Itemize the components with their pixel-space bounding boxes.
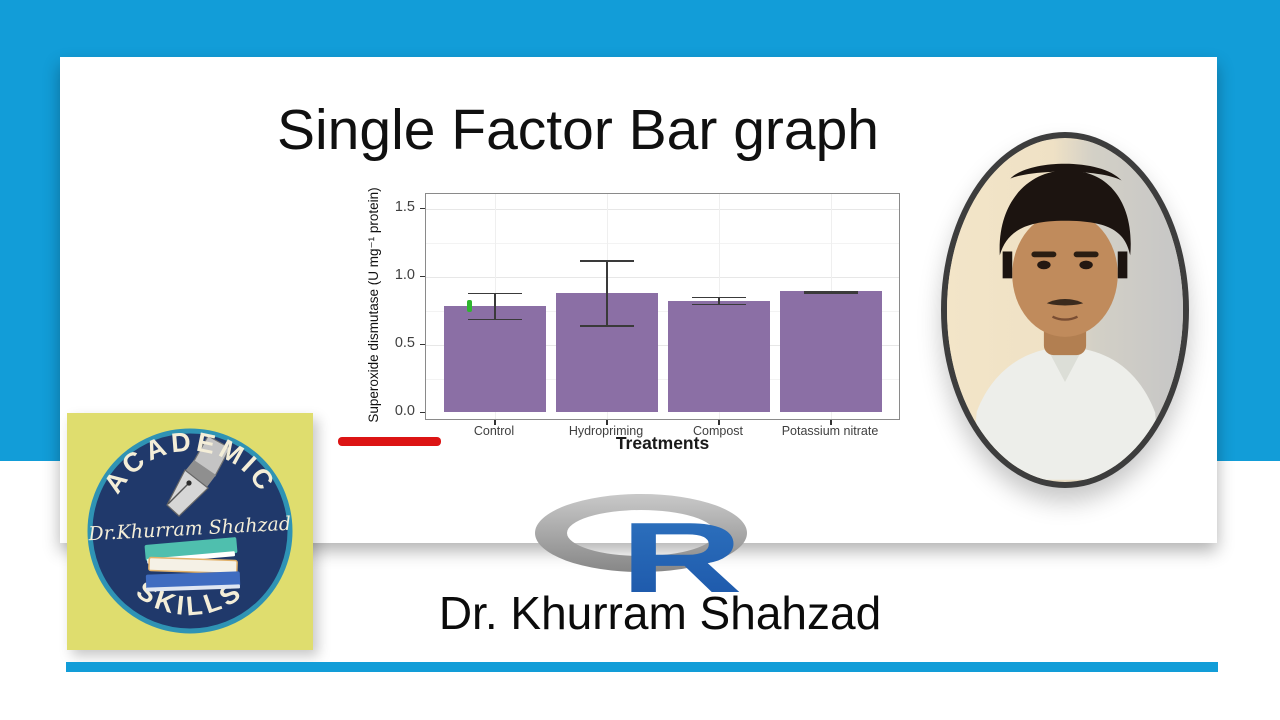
- red-underline-annotation: [338, 437, 441, 446]
- pen-icon: [166, 435, 231, 517]
- y-tick-mark: [420, 343, 425, 345]
- y-tick-mark: [420, 207, 425, 209]
- presenter-photo: [941, 132, 1189, 488]
- chart-y-axis-label: Superoxide dismutase (U mg⁻¹ protein): [366, 187, 381, 423]
- errorbar-compost: [718, 296, 720, 304]
- errorbar-cap: [692, 303, 746, 306]
- errorbar-cap: [692, 296, 746, 299]
- x-tick-label: Hydropriming: [568, 424, 644, 438]
- y-tick-label: 1.0: [394, 266, 415, 283]
- errorbar-cap: [804, 291, 858, 294]
- bar-compost: [668, 300, 770, 413]
- r-logo-ring: [535, 494, 747, 572]
- bottom-accent-line: [66, 662, 1218, 672]
- r-language-logo: R: [527, 491, 757, 614]
- gridline: [426, 310, 899, 312]
- x-tick-label: Compost: [692, 424, 744, 438]
- gridline: [426, 242, 899, 244]
- r-logo-letter: R: [620, 502, 743, 597]
- gridline: [426, 378, 899, 380]
- errorbar-cap: [468, 292, 522, 295]
- y-tick-mark: [420, 411, 425, 413]
- presenter-name: Dr. Khurram Shahzad: [438, 587, 882, 639]
- errorbar-cap: [804, 292, 858, 295]
- errorbar-cap: [580, 260, 634, 262]
- presenter-photo-image: [947, 140, 1183, 480]
- green-marker-annotation: [467, 300, 472, 312]
- chart-x-axis-label: Treatments: [615, 433, 710, 453]
- errorbar-hydropriming: [606, 260, 608, 326]
- x-tick-mark: [606, 420, 608, 425]
- gridline: [426, 344, 899, 346]
- books-icon: [144, 537, 241, 592]
- x-tick-label: Potassium nitrate: [781, 424, 879, 438]
- gridline: [426, 276, 899, 278]
- errorbar-cap: [468, 318, 522, 321]
- bar-potassium-nitrate: [780, 291, 882, 413]
- x-tick-label: Control: [473, 424, 515, 438]
- bar-control: [444, 306, 546, 413]
- academic-skills-logo-image: ACADEMIC SKILLS Dr.Khurram Shahzad: [67, 413, 313, 650]
- person-figure: [970, 163, 1160, 480]
- slide-title: Single Factor Bar graph: [277, 98, 879, 162]
- y-tick-label: 1.5: [394, 198, 415, 215]
- errorbar-control: [494, 292, 496, 319]
- sod-bar-chart: Superoxide dismutase (U mg⁻¹ protein) Tr…: [337, 183, 917, 460]
- r-logo-image: R: [535, 494, 747, 614]
- y-tick-label: 0.0: [394, 402, 415, 419]
- x-tick-mark: [718, 420, 720, 425]
- x-tick-mark: [494, 420, 496, 425]
- y-tick-mark: [420, 275, 425, 277]
- x-tick-mark: [830, 420, 832, 425]
- y-tick-label: 0.5: [394, 334, 415, 351]
- gridline: [426, 208, 899, 210]
- errorbar-cap: [580, 325, 634, 328]
- academic-skills-logo: ACADEMIC SKILLS Dr.Khurram Shahzad: [67, 413, 313, 650]
- chart-panel: [425, 193, 900, 420]
